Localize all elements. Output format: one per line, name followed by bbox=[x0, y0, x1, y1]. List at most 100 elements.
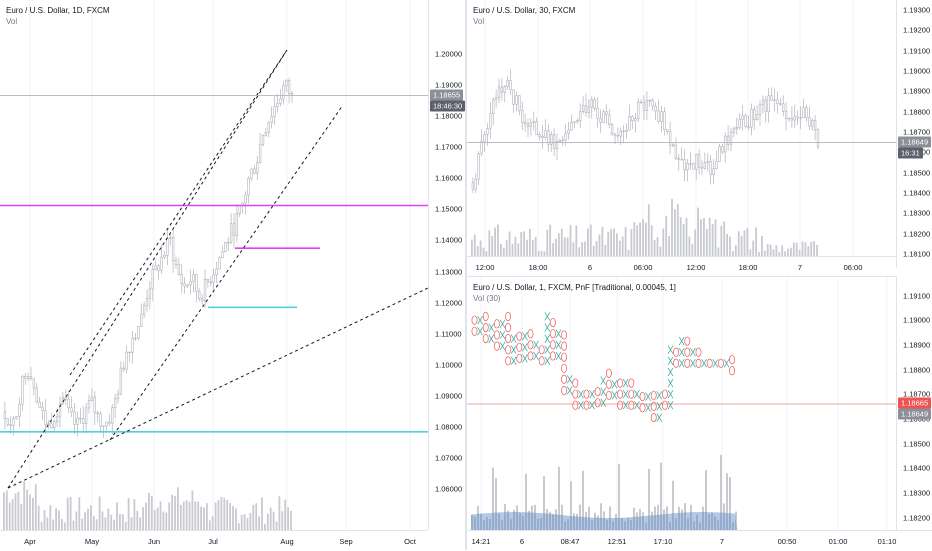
pnf-x-box bbox=[589, 389, 595, 399]
candle-body bbox=[784, 111, 788, 120]
volume-bar bbox=[489, 518, 491, 531]
volume-bar bbox=[537, 250, 540, 256]
volume-bar bbox=[229, 503, 231, 530]
volume-bar bbox=[513, 509, 515, 531]
candle-body bbox=[137, 326, 140, 339]
pnf-x-box bbox=[578, 401, 584, 410]
candle-body bbox=[712, 168, 715, 176]
volume-bar bbox=[8, 502, 11, 530]
candle-body bbox=[163, 254, 166, 258]
pnf-o-box bbox=[549, 351, 556, 361]
volume-bar bbox=[223, 498, 226, 530]
candle-body bbox=[619, 130, 622, 137]
volume-bar bbox=[717, 520, 719, 531]
volume-bar bbox=[543, 251, 546, 256]
pnf-price-axis[interactable]: 1.191001.190001.189001.188001.187001.186… bbox=[896, 276, 932, 530]
price-tick-label: 1.18800 bbox=[903, 365, 931, 375]
candle-body bbox=[477, 153, 480, 180]
volume-bar bbox=[740, 235, 743, 256]
candle-body bbox=[544, 130, 547, 138]
volume-bar bbox=[663, 509, 665, 531]
daily-chart-pane[interactable]: Euro / U.S. Dollar, 1D, FXCM Vol bbox=[0, 0, 428, 530]
m30-chart-pane[interactable]: Euro / U.S. Dollar, 30, FXCM Vol bbox=[467, 0, 896, 268]
volume-bar bbox=[52, 519, 55, 530]
candle-body bbox=[521, 110, 524, 123]
volume-bar bbox=[563, 237, 566, 256]
volume-bar bbox=[697, 207, 699, 256]
pnf-x-box bbox=[544, 323, 551, 332]
candle-body bbox=[6, 418, 9, 426]
pnf-o-box bbox=[561, 385, 568, 395]
pnf-o-box bbox=[717, 358, 724, 368]
volume-bar bbox=[769, 244, 772, 256]
volume-bar bbox=[636, 225, 639, 256]
volume-bar bbox=[95, 519, 98, 530]
candle-body bbox=[41, 407, 44, 411]
pnf-chart-pane[interactable]: Euro / U.S. Dollar, 1, FXCM, PnF [Tradit… bbox=[467, 276, 896, 531]
candle-body bbox=[99, 413, 102, 427]
price-tick-label: 1.19000 bbox=[903, 315, 931, 325]
volume-bar bbox=[569, 224, 572, 256]
time-tick-label: May bbox=[84, 537, 100, 546]
daily-time-axis[interactable]: Apr May Jun Jul Aug Sep Oct bbox=[0, 530, 428, 551]
candle-body bbox=[561, 139, 564, 142]
volume-bar bbox=[558, 466, 560, 531]
candle-body bbox=[581, 105, 585, 112]
candle-body bbox=[610, 124, 614, 135]
pnf-x-box bbox=[712, 359, 719, 368]
pane-separator[interactable] bbox=[465, 0, 467, 550]
volume-bar bbox=[671, 198, 673, 256]
pnf-x-box bbox=[566, 375, 573, 384]
candle-body bbox=[15, 416, 18, 419]
candle-body bbox=[192, 274, 195, 282]
volume-bar bbox=[594, 512, 596, 531]
volume-bar bbox=[232, 506, 234, 530]
price-tick-label: 1.14000 bbox=[435, 235, 463, 245]
volume-bar bbox=[87, 508, 89, 530]
m30-price-axis[interactable]: 1.19300 1.19200 1.19100 1.19000 1.18900 1.188… bbox=[896, 0, 932, 268]
candle-body bbox=[128, 351, 131, 354]
pnf-chart-canvas[interactable] bbox=[467, 277, 896, 531]
pnf-time-axis[interactable]: 14:21 6 08:47 12:51 17:10 7 00:50 01:00 01:10 bbox=[467, 530, 932, 551]
volume-bar bbox=[107, 508, 110, 530]
volume-bar bbox=[471, 239, 473, 256]
candle-body bbox=[140, 313, 143, 327]
volume-bar bbox=[156, 507, 159, 530]
time-tick-label: 6 bbox=[587, 263, 593, 272]
volume-bar bbox=[471, 514, 473, 531]
volume-ma-area bbox=[471, 512, 737, 531]
candle-body bbox=[232, 223, 236, 236]
pnf-o-box bbox=[628, 389, 635, 399]
pnf-x-box bbox=[522, 354, 528, 363]
pnf-x-box bbox=[645, 392, 651, 401]
daily-chart-canvas[interactable] bbox=[0, 0, 428, 530]
candle-body bbox=[750, 108, 753, 128]
candle-body bbox=[171, 237, 175, 262]
volume-bar bbox=[732, 522, 734, 531]
volume-bar bbox=[816, 244, 818, 256]
daily-indicator-label: Vol bbox=[6, 17, 18, 26]
pnf-chart-title: Euro / U.S. Dollar, 1, FXCM, PnF [Tradit… bbox=[473, 283, 676, 292]
daily-price-axis[interactable]: 1.20000 1.19000 1.18000 1.17000 1.16000 1.150… bbox=[428, 0, 466, 530]
volume-bar bbox=[691, 244, 694, 256]
pnf-o-box bbox=[650, 401, 657, 412]
volume-bar bbox=[165, 512, 168, 530]
pnf-o-box bbox=[572, 400, 579, 410]
pnf-o-box bbox=[729, 366, 736, 376]
pnf-o-box bbox=[617, 378, 624, 388]
volume-bar bbox=[5, 490, 8, 530]
volume-bar bbox=[566, 237, 569, 256]
volume-bar bbox=[633, 222, 636, 256]
pnf-x-box bbox=[477, 327, 483, 336]
volume-bar bbox=[26, 489, 28, 530]
volume-bar bbox=[696, 514, 698, 531]
pnf-x-box bbox=[667, 356, 674, 366]
m30-time-axis[interactable]: 12:00 18:00 6 06:00 12:00 18:00 7 06:00 bbox=[467, 256, 896, 275]
candle-body bbox=[221, 251, 224, 258]
volume-bar bbox=[284, 499, 287, 530]
volume-bar bbox=[657, 504, 659, 531]
candle-body bbox=[70, 407, 73, 413]
pnf-x-box bbox=[678, 348, 685, 357]
m30-chart-canvas[interactable] bbox=[467, 0, 896, 268]
pnf-x-box bbox=[622, 401, 629, 410]
